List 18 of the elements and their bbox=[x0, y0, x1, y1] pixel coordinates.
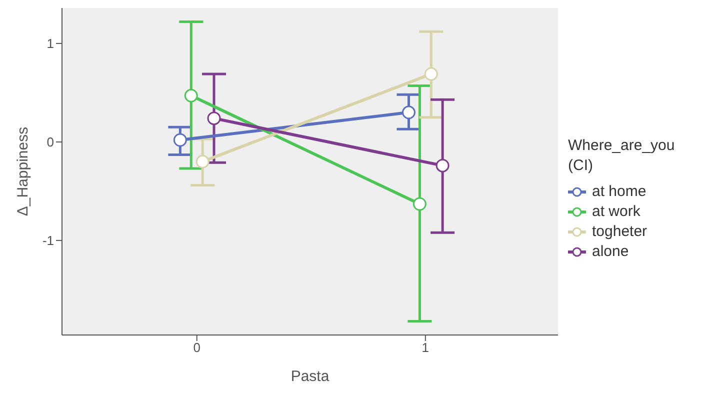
x-axis-title: Pasta bbox=[290, 368, 330, 385]
legend-label: at home bbox=[591, 182, 648, 202]
legend-label: togheter bbox=[591, 222, 648, 242]
point bbox=[412, 197, 426, 211]
legend-label: at work bbox=[591, 202, 642, 222]
point bbox=[173, 133, 187, 147]
y-axis-title: Δ_Happiness bbox=[14, 126, 32, 216]
legend-label: alone bbox=[591, 242, 630, 262]
y-tick-label: 1 bbox=[46, 36, 54, 52]
y-tick-label: -1 bbox=[42, 233, 54, 248]
point bbox=[402, 106, 416, 120]
point bbox=[196, 154, 210, 168]
point bbox=[184, 88, 198, 102]
point bbox=[207, 112, 221, 126]
point bbox=[424, 67, 438, 81]
legend-title: Where_are_you (CI) bbox=[568, 136, 676, 176]
point bbox=[436, 158, 450, 172]
y-tick-label: 0 bbox=[46, 134, 54, 150]
